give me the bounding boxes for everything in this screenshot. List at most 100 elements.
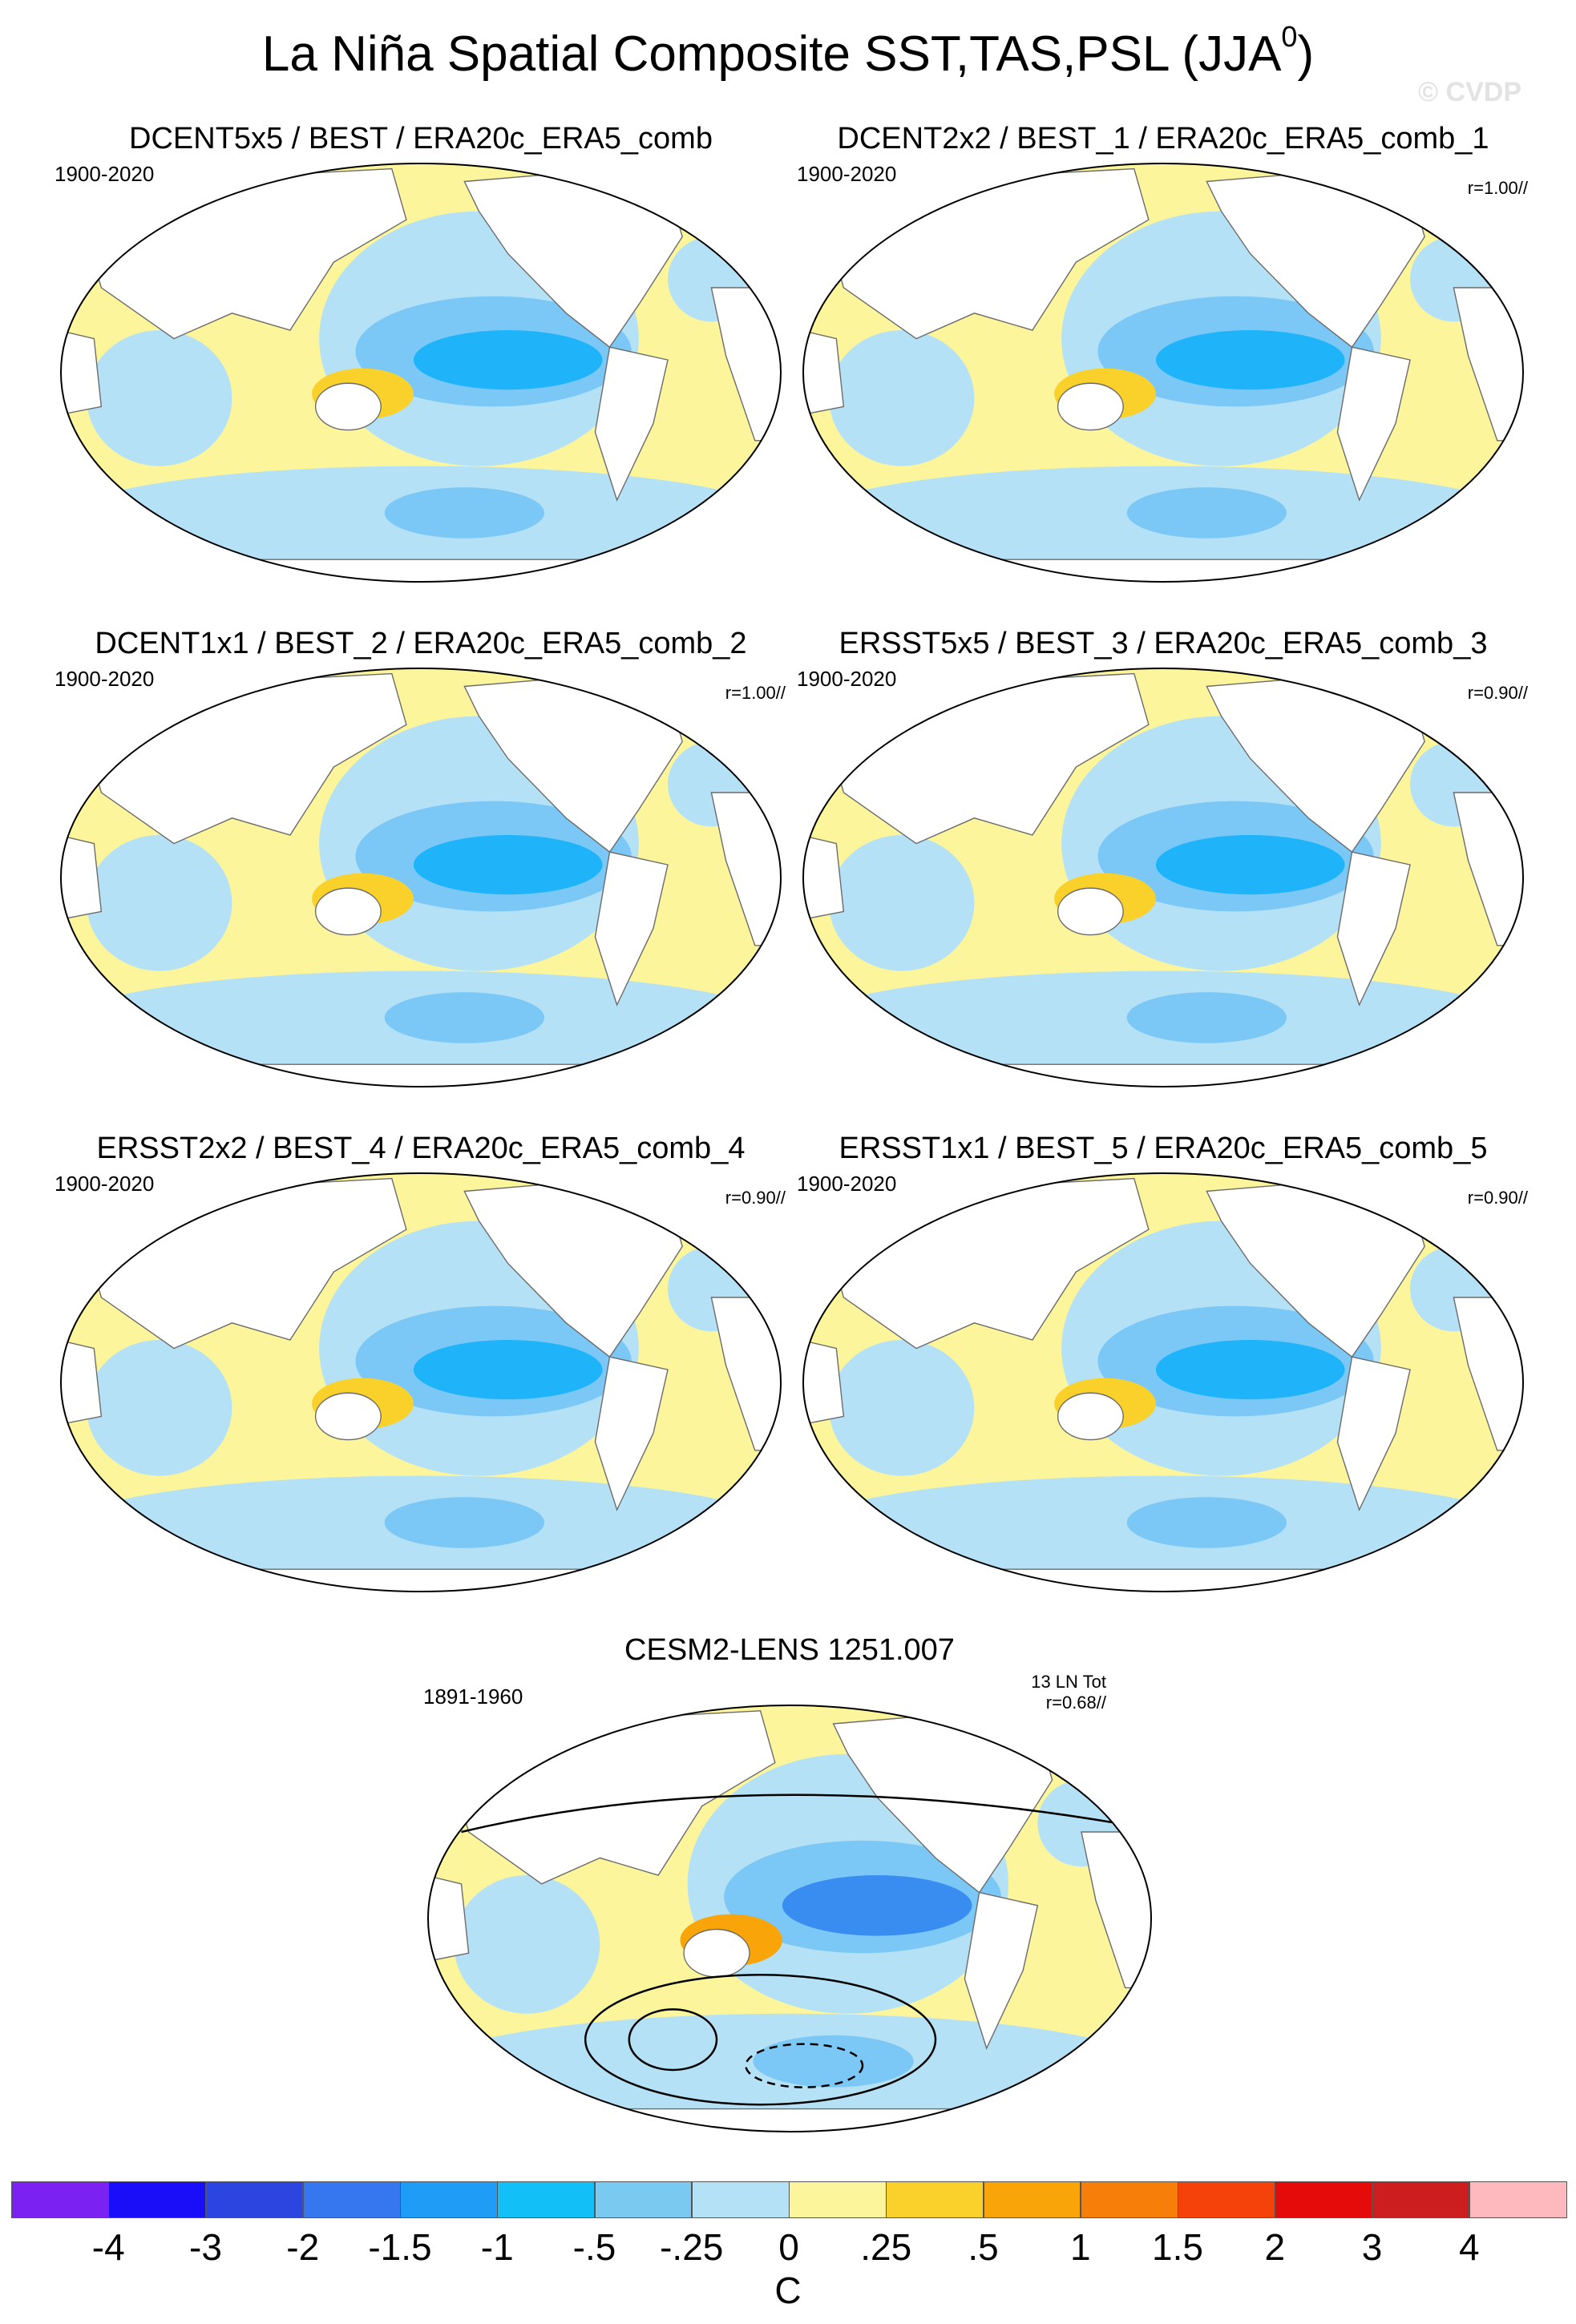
map-border	[60, 668, 782, 1087]
colorbar-box	[497, 2181, 595, 2218]
world-map	[60, 668, 782, 1087]
australia-landmass	[314, 1392, 382, 1441]
map-panel-dcent5x5: DCENT5x5 / BEST / ERA20c_ERA5_comb 1900-…	[48, 120, 794, 585]
south-america-landmass	[594, 1356, 669, 1511]
south-pacific-cool	[753, 2035, 914, 2088]
map-field	[61, 1173, 781, 1592]
africa-west-edge-landmass	[61, 1339, 103, 1426]
colorbar-tick-label: 2	[1264, 2226, 1286, 2268]
panel-title: DCENT1x1 / BEST_2 / ERA20c_ERA5_comb_2	[95, 627, 747, 660]
nino-cold-tongue	[1155, 330, 1345, 390]
map-panel-ersst2x2: ERSST2x2 / BEST_4 / ERA20c_ERA5_comb_4 1…	[48, 1130, 794, 1595]
colorbar-tick-label: -2	[286, 2226, 320, 2268]
panel-period: 1900-2020	[797, 162, 897, 186]
indian-ocean-cool	[87, 835, 232, 971]
panel-period: 1900-2020	[55, 1172, 155, 1196]
australia-landmass	[683, 1928, 750, 1978]
psl-contour-line	[461, 1793, 1118, 1834]
australia-landmass	[1057, 1392, 1124, 1441]
south-pacific-cool	[1126, 487, 1287, 539]
australia-landmass	[314, 382, 382, 431]
colorbar-tick-label: 3	[1361, 2226, 1383, 2268]
nino-cold-tongue	[413, 330, 603, 390]
greenland-landmass	[710, 1177, 770, 1239]
map-panel-dcent2x2: DCENT2x2 / BEST_1 / ERA20c_ERA5_comb_1 1…	[790, 120, 1536, 585]
greenland-landmass	[710, 167, 770, 229]
panel-correlation: r=0.68//	[1045, 1693, 1106, 1713]
colorbar-tick-label: 0	[778, 2226, 799, 2268]
south-america-landmass	[964, 1891, 1039, 2050]
map-panel-ersst5x5: ERSST5x5 / BEST_3 / ERA20c_ERA5_comb_3 1…	[790, 625, 1536, 1090]
south-pacific-cool	[384, 487, 545, 539]
panel-title: ERSST1x1 / BEST_5 / ERA20c_ERA5_comb_5	[839, 1132, 1488, 1165]
map-border	[60, 1172, 782, 1592]
south-america-landmass	[1336, 346, 1411, 502]
colorbar-box	[108, 2181, 206, 2218]
africa-west-edge-landmass	[61, 329, 103, 416]
colorbar-box	[1178, 2181, 1275, 2218]
colorbar-box	[400, 2181, 498, 2218]
africa-west-edge-landmass	[803, 834, 845, 921]
south-america-landmass	[1336, 1356, 1411, 1511]
africa-west-edge-landmass	[803, 1339, 845, 1426]
figure-title-text: La Niña Spatial Composite SST,TAS,PSL (J…	[261, 26, 1282, 82]
colorbar-box	[691, 2181, 790, 2218]
colorbar-tick-label: -.5	[572, 2226, 616, 2268]
panel-title: DCENT2x2 / BEST_1 / ERA20c_ERA5_comb_1	[837, 122, 1489, 155]
colorbar-box	[886, 2181, 984, 2218]
colorbar-tick-label: -4	[91, 2226, 125, 2268]
world-map	[60, 163, 782, 583]
world-map	[802, 1172, 1524, 1592]
indian-ocean-cool	[829, 835, 975, 971]
psl-contour-line	[628, 2008, 718, 2072]
panel-title: ERSST5x5 / BEST_3 / ERA20c_ERA5_comb_3	[839, 627, 1488, 660]
colorbar-box	[1469, 2181, 1567, 2218]
world-map	[60, 1172, 782, 1592]
nino-cold-tongue	[782, 1875, 972, 1936]
panel-correlation: r=0.90//	[1467, 683, 1528, 703]
panel-period: 1891-1960	[423, 1684, 523, 1709]
colorbar-tick-label: 1	[1069, 2226, 1091, 2268]
colorbar-box	[1372, 2181, 1470, 2218]
south-pacific-cool	[1126, 1497, 1287, 1548]
psl-contour-line	[584, 1973, 937, 2106]
panel-composite-count: 13 LN Tot	[1031, 1672, 1106, 1692]
australia-landmass	[1057, 887, 1124, 936]
map-border	[427, 1705, 1152, 2132]
figure-title-superscript: 0	[1281, 20, 1298, 53]
south-america-landmass	[1336, 851, 1411, 1007]
map-border	[802, 163, 1524, 583]
colorbar-box	[205, 2181, 304, 2218]
indian-ocean-cool	[829, 1340, 975, 1476]
australia-landmass	[1057, 382, 1124, 431]
africa-west-edge-landmass	[428, 1874, 470, 1963]
panel-period: 1900-2020	[797, 667, 897, 691]
colorbar-box	[789, 2181, 887, 2218]
map-field	[428, 1705, 1151, 2132]
greenland-landmass	[1081, 1710, 1141, 1773]
south-america-landmass	[594, 851, 669, 1007]
panel-correlation: r=1.00//	[725, 683, 786, 703]
colorbar-tick-label: .5	[968, 2226, 999, 2268]
south-pacific-cool	[384, 992, 545, 1043]
map-border	[802, 1172, 1524, 1592]
colorbar-box	[1275, 2181, 1372, 2218]
south-pacific-cool	[384, 1497, 545, 1548]
colorbar-tick-label: .25	[860, 2226, 912, 2268]
colorbar-unit: C	[774, 2270, 802, 2311]
colorbar-tick-label: 1.5	[1152, 2226, 1203, 2268]
world-map	[427, 1705, 1152, 2132]
nino-cold-tongue	[413, 835, 603, 895]
panel-period: 1900-2020	[55, 162, 155, 186]
map-panel-dcent1x1: DCENT1x1 / BEST_2 / ERA20c_ERA5_comb_2 1…	[48, 625, 794, 1090]
africa-west-edge-landmass	[61, 834, 103, 921]
australia-landmass	[314, 887, 382, 936]
colorbar-box	[11, 2181, 109, 2218]
panel-period: 1900-2020	[55, 667, 155, 691]
colorbar-box	[594, 2181, 693, 2218]
indian-ocean-cool	[454, 1875, 600, 2014]
indian-ocean-cool	[87, 1340, 232, 1476]
figure-title: La Niña Spatial Composite SST,TAS,PSL (J…	[0, 22, 1576, 87]
psl-contour-dashed	[745, 2043, 864, 2088]
africa-west-edge-landmass	[803, 329, 845, 416]
